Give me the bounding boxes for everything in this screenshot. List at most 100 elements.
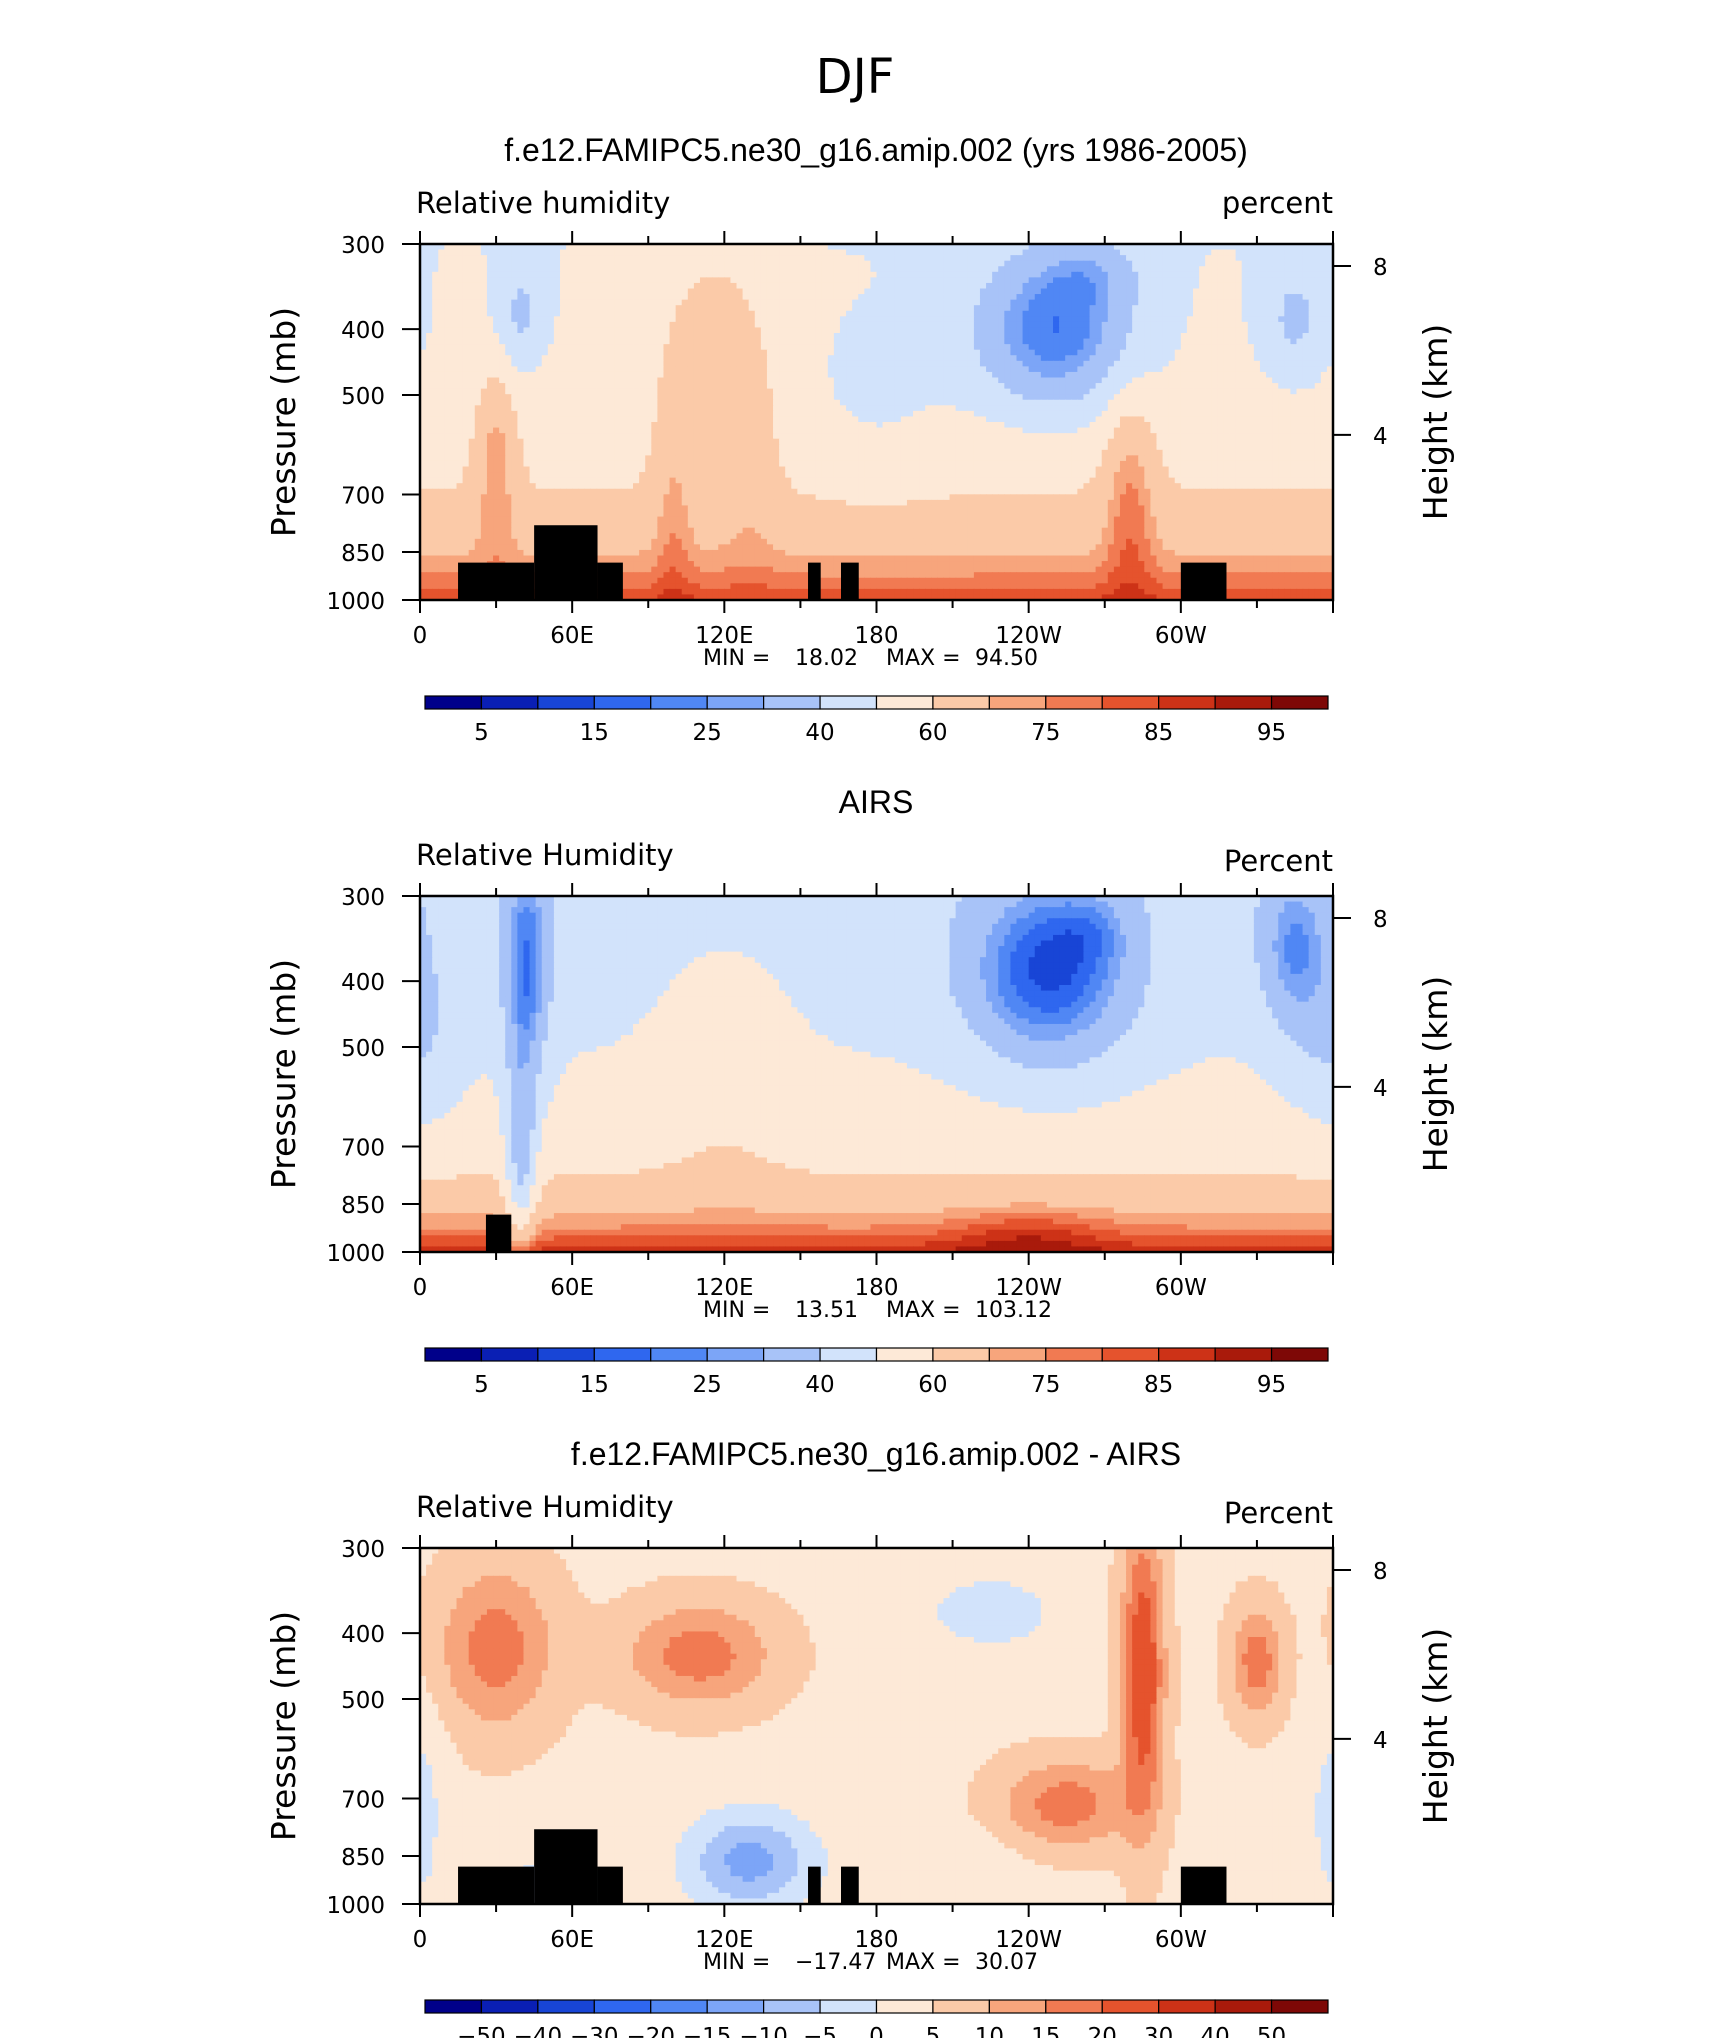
field-cell — [889, 372, 896, 378]
field-cell — [572, 405, 579, 411]
field-cell — [1217, 378, 1224, 384]
field-cell — [493, 316, 500, 322]
field-cell — [1053, 383, 1060, 389]
field-cell — [913, 394, 920, 400]
field-cell — [797, 316, 804, 322]
field-cell — [469, 311, 476, 317]
field-cell — [913, 300, 920, 306]
field-cell — [493, 300, 500, 306]
field-cell — [749, 411, 756, 417]
field-cell — [1290, 316, 1297, 322]
field-cell — [530, 350, 537, 356]
field-cell — [1083, 289, 1090, 295]
field-cell — [1059, 411, 1066, 417]
field-cell — [767, 366, 774, 372]
field-cell — [950, 394, 957, 400]
field-cell — [554, 366, 561, 372]
field-cell — [603, 366, 610, 372]
field-cell — [694, 389, 701, 395]
field-cell — [590, 300, 597, 306]
field-cell — [536, 355, 543, 361]
field-cell — [1260, 255, 1267, 261]
field-cell — [1199, 339, 1206, 345]
field-cell — [499, 400, 506, 406]
field-cell — [1193, 400, 1200, 406]
field-cell — [1303, 411, 1310, 417]
field-cell — [499, 316, 506, 322]
field-cell — [1096, 327, 1103, 333]
field-cell — [931, 261, 938, 267]
field-cell — [1138, 327, 1145, 333]
field-cell — [816, 394, 823, 400]
field-cell — [1321, 250, 1328, 256]
field-cell — [925, 361, 932, 367]
field-cell — [1059, 383, 1066, 389]
field-cell — [986, 416, 993, 422]
field-cell — [968, 311, 975, 317]
field-cell — [883, 383, 890, 389]
field-cell — [1315, 411, 1322, 417]
field-cell — [1266, 311, 1273, 317]
field-cell — [493, 272, 500, 278]
field-cell — [584, 378, 591, 384]
field-cell — [1035, 378, 1042, 384]
field-cell — [1059, 366, 1066, 372]
field-cell — [913, 322, 920, 328]
field-cell — [1163, 339, 1170, 345]
field-cell — [937, 300, 944, 306]
field-cell — [657, 305, 664, 311]
field-cell — [609, 272, 616, 278]
field-cell — [846, 355, 853, 361]
field-cell — [785, 405, 792, 411]
field-cell — [1199, 316, 1206, 322]
field-cell — [1071, 250, 1078, 256]
field-cell — [1211, 272, 1218, 278]
field-cell — [554, 339, 561, 345]
field-cell — [858, 283, 865, 289]
field-cell — [627, 250, 634, 256]
field-cell — [840, 327, 847, 333]
field-cell — [743, 300, 750, 306]
field-cell — [1023, 378, 1030, 384]
field-cell — [761, 250, 768, 256]
field-cell — [1199, 289, 1206, 295]
field-cell — [761, 311, 768, 317]
field-cell — [968, 389, 975, 395]
field-cell — [1272, 266, 1279, 272]
field-cell — [560, 316, 567, 322]
field-cell — [816, 383, 823, 389]
field-cell — [767, 305, 774, 311]
field-cell — [1053, 322, 1060, 328]
field-cell — [749, 333, 756, 339]
field-cell — [670, 266, 677, 272]
field-cell — [1303, 361, 1310, 367]
field-cell — [1065, 277, 1072, 283]
field-cell — [657, 411, 664, 417]
field-cell — [767, 411, 774, 417]
field-cell — [1284, 283, 1291, 289]
field-cell — [1090, 283, 1097, 289]
field-cell — [1309, 322, 1316, 328]
field-cell — [663, 361, 670, 367]
field-cell — [998, 333, 1005, 339]
field-cell — [1041, 378, 1048, 384]
field-cell — [852, 400, 859, 406]
field-cell — [1108, 344, 1115, 350]
field-cell — [1217, 400, 1224, 406]
field-cell — [834, 272, 841, 278]
field-cell — [438, 327, 445, 333]
field-cell — [1230, 389, 1237, 395]
field-cell — [1260, 405, 1267, 411]
field-cell — [974, 389, 981, 395]
field-cell — [767, 294, 774, 300]
field-cell — [907, 305, 914, 311]
field-cell — [1004, 416, 1011, 422]
field-cell — [1010, 322, 1017, 328]
field-cell — [542, 405, 549, 411]
field-cell — [834, 266, 841, 272]
field-cell — [980, 372, 987, 378]
field-cell — [444, 355, 451, 361]
field-cell — [530, 255, 537, 261]
field-cell — [1278, 277, 1285, 283]
field-cell — [463, 277, 470, 283]
